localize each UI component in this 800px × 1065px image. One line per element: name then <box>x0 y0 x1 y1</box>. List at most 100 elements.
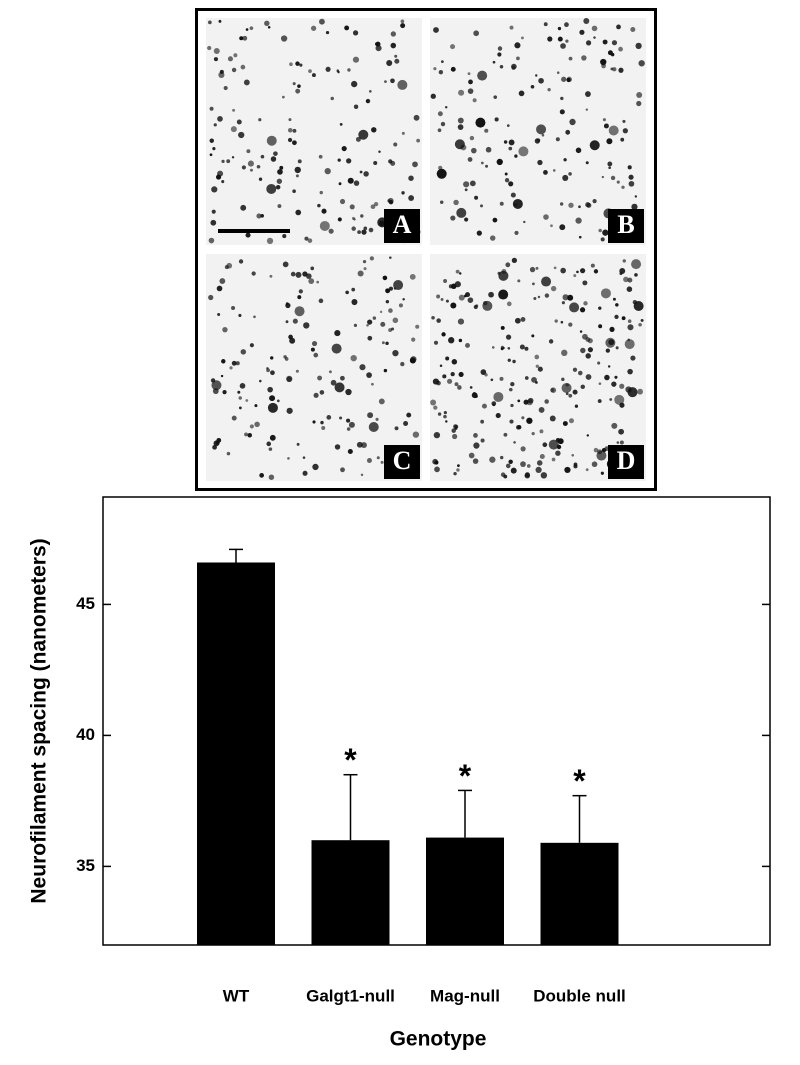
filament-dot <box>488 291 494 298</box>
filament-dot <box>637 388 644 395</box>
filament-dot <box>292 318 298 324</box>
filament-dot <box>585 468 589 472</box>
filament-dot <box>409 273 416 280</box>
filament-dot <box>583 301 588 306</box>
filament-dot <box>578 235 582 239</box>
filament-dot <box>330 379 337 386</box>
filament-dot <box>276 178 283 184</box>
filament-dot <box>544 399 549 404</box>
filament-dot <box>245 399 249 402</box>
filament-dot <box>480 438 485 443</box>
filament-dot <box>536 124 547 135</box>
filament-dot <box>353 180 360 186</box>
filament-dot <box>307 238 313 243</box>
filament-dot <box>465 342 470 348</box>
filament-dot <box>550 285 557 292</box>
panel-label-box <box>608 209 644 243</box>
filament-dot <box>415 324 420 329</box>
filament-dot <box>569 302 580 313</box>
filament-dot <box>615 346 619 350</box>
filament-dot <box>568 202 574 208</box>
filament-dot <box>239 36 244 41</box>
filament-dot <box>535 466 542 474</box>
filament-dot <box>578 205 581 209</box>
filament-dot <box>457 464 460 468</box>
filament-dot <box>601 448 607 453</box>
filament-dot <box>619 383 625 389</box>
filament-dot <box>266 368 270 373</box>
filament-dot <box>260 154 265 159</box>
x-tick-label: WT <box>223 986 250 1005</box>
filament-dot <box>430 399 437 406</box>
filament-dot <box>492 217 498 223</box>
filament-dot <box>317 375 323 381</box>
filament-dot <box>390 42 397 49</box>
filament-dot <box>400 361 405 367</box>
filament-dot <box>616 180 620 184</box>
filament-dot <box>218 71 225 79</box>
filament-dot <box>453 471 457 476</box>
filament-dot <box>286 407 293 414</box>
filament-dot <box>251 271 256 276</box>
filament-dot <box>285 302 291 309</box>
filament-dot <box>258 177 263 181</box>
filament-dot <box>456 468 460 472</box>
filament-dot <box>611 40 618 46</box>
filament-dot <box>636 92 643 99</box>
filament-dot <box>575 217 582 224</box>
filament-dot <box>444 106 448 109</box>
filament-dot <box>537 159 543 166</box>
filament-dot <box>366 458 372 463</box>
filament-dot <box>256 164 261 169</box>
filament-dot <box>500 472 506 477</box>
filament-dot <box>455 269 460 274</box>
filament-dot <box>231 67 237 73</box>
filament-dot <box>382 275 388 281</box>
filament-dot <box>505 334 512 340</box>
significance-marker: * <box>459 758 472 794</box>
filament-dot <box>390 78 395 84</box>
filament-dot <box>589 140 600 151</box>
filament-dot <box>510 403 514 408</box>
filament-dot <box>543 214 549 220</box>
filament-dot <box>310 266 315 271</box>
filament-dot <box>622 259 626 263</box>
filament-dot <box>587 347 593 353</box>
filament-dot <box>366 99 369 103</box>
filament-dot <box>467 88 474 94</box>
filament-dot <box>585 108 589 111</box>
filament-dot <box>620 137 625 142</box>
filament-dot <box>437 111 443 117</box>
filament-dot <box>226 451 231 456</box>
filament-dot <box>223 86 228 91</box>
filament-dot <box>585 353 591 359</box>
filament-dot <box>269 395 276 402</box>
filament-dot <box>353 104 359 109</box>
filament-dot <box>383 368 388 373</box>
filament-dot <box>619 440 624 445</box>
filament-dot <box>550 388 555 393</box>
filament-dot <box>514 154 518 158</box>
filament-dot <box>378 150 381 153</box>
filament-dot <box>580 347 586 354</box>
filament-dot <box>433 67 437 71</box>
filament-dot <box>573 462 578 467</box>
filament-dot <box>279 165 284 170</box>
filament-dot <box>380 460 384 464</box>
x-tick-label: Galgt1-null <box>306 986 395 1005</box>
filament-dot <box>268 474 275 480</box>
filament-dot <box>549 415 556 422</box>
filament-dot <box>559 202 564 206</box>
filament-dot <box>440 298 444 301</box>
filament-dot <box>347 448 353 455</box>
filament-dot <box>490 378 494 382</box>
filament-dot <box>437 128 442 133</box>
filament-dot <box>379 310 383 314</box>
filament-dot <box>362 260 367 264</box>
filament-dot <box>249 343 254 348</box>
filament-dot <box>385 341 389 346</box>
filament-dot <box>467 157 473 162</box>
filament-dot <box>213 440 220 447</box>
filament-dot <box>231 360 237 366</box>
filament-dot <box>402 298 405 301</box>
